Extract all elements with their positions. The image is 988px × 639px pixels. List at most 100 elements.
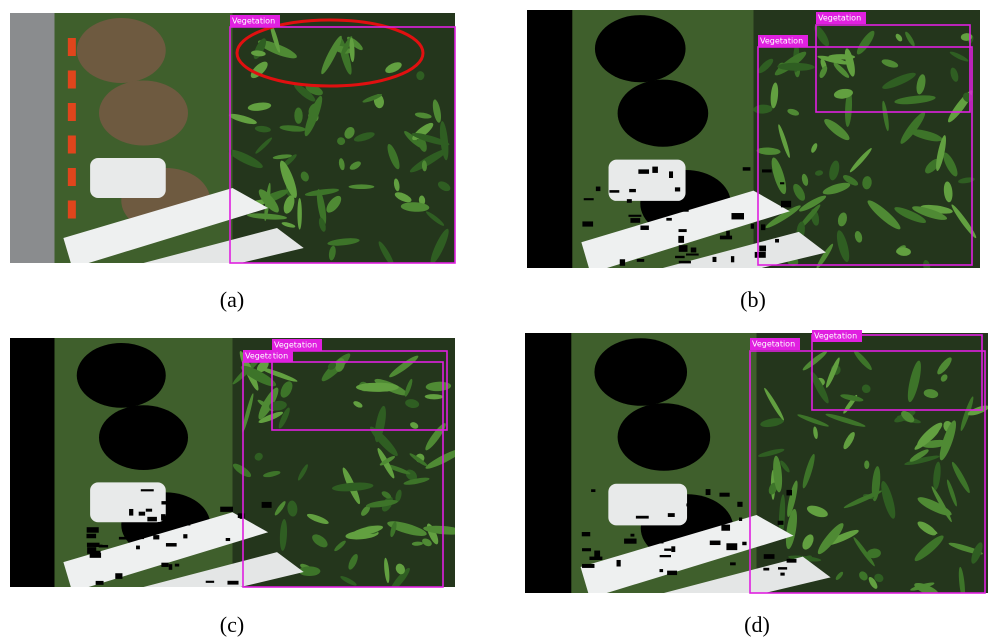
- mask-speck: [731, 213, 744, 219]
- mask-speck: [739, 518, 742, 521]
- mask-speck: [723, 526, 727, 530]
- barrier: [68, 71, 76, 89]
- mask-speck: [780, 182, 784, 184]
- mask-speck: [778, 521, 784, 525]
- mask-speck: [763, 568, 769, 571]
- mask-speck: [582, 221, 593, 226]
- mask-speck: [686, 254, 699, 256]
- mask-speck: [692, 524, 703, 531]
- patch: [77, 18, 166, 83]
- panel-caption: (a): [220, 287, 244, 312]
- mask-speck: [681, 205, 689, 212]
- mask-speck: [640, 226, 648, 230]
- barrier: [68, 136, 76, 154]
- mask-speck: [591, 489, 595, 492]
- mask-speck: [743, 167, 751, 170]
- box-label: Vegetation: [760, 37, 803, 46]
- mask-speck: [220, 507, 233, 512]
- mask-speck: [617, 560, 621, 567]
- mask-speck: [764, 554, 775, 559]
- mask-speck: [726, 543, 737, 550]
- panel-caption: (b): [740, 287, 766, 312]
- mask-speck: [666, 218, 671, 221]
- tank: [609, 160, 686, 201]
- leaf: [864, 460, 869, 469]
- barrier: [68, 201, 76, 219]
- mask-speck: [175, 564, 179, 567]
- mask-speck: [759, 246, 766, 252]
- mask-speck: [669, 171, 673, 178]
- mask-speck: [781, 201, 791, 208]
- box-label: Vegetation: [232, 17, 275, 26]
- patch: [618, 80, 709, 147]
- mask-speck: [686, 503, 697, 506]
- mask-speck: [666, 527, 671, 529]
- page: {"panels": [ {"caption": "(a)", "boxes":…: [0, 0, 988, 639]
- mask-speck: [582, 532, 590, 536]
- mask-speck: [147, 517, 157, 522]
- box-label: Vegetation: [752, 340, 795, 349]
- mask-speck: [262, 502, 272, 508]
- mask-speck: [629, 189, 636, 192]
- mask-speck: [96, 581, 104, 585]
- mask-speck: [624, 539, 636, 544]
- mask-speck: [713, 257, 717, 262]
- patch: [99, 405, 188, 470]
- mask-speck: [136, 546, 140, 550]
- mask-speck: [620, 259, 625, 266]
- mask-speck: [755, 252, 766, 258]
- patch: [77, 343, 166, 408]
- mask-speck: [584, 198, 594, 200]
- mask-speck: [775, 239, 779, 243]
- mask-speck: [141, 489, 154, 491]
- mask-speck: [134, 529, 141, 533]
- photo: [10, 13, 455, 276]
- mask-speck: [761, 224, 765, 230]
- mask-speck: [668, 513, 675, 517]
- leaf: [297, 198, 301, 230]
- mask-speck: [582, 548, 591, 551]
- mask-speck: [158, 522, 165, 525]
- box-label: Vegetation: [245, 352, 288, 361]
- mask-speck: [730, 562, 736, 565]
- tank: [608, 484, 687, 526]
- patch: [618, 403, 711, 471]
- mask-speck: [710, 541, 721, 545]
- road: [10, 338, 55, 587]
- mask-speck: [679, 261, 691, 264]
- mask-speck: [227, 581, 238, 585]
- mask-speck: [678, 236, 684, 243]
- mask-speck: [90, 553, 101, 558]
- mask-speck: [87, 527, 99, 533]
- mask-speck: [153, 535, 159, 539]
- mask-speck: [787, 559, 797, 563]
- mask-speck: [169, 564, 173, 570]
- figure: Vegetation (a) Vegetation Vegetation (b) Vege…: [0, 0, 988, 639]
- mask-speck: [671, 546, 675, 552]
- mask-speck: [99, 545, 108, 548]
- patch: [595, 15, 686, 82]
- mask-speck: [627, 199, 632, 203]
- mask-speck: [115, 573, 122, 579]
- mask-speck: [664, 549, 671, 551]
- mask-speck: [628, 215, 641, 217]
- mask-speck: [86, 534, 96, 539]
- box-label: Vegetation: [814, 332, 857, 341]
- mask-speck: [691, 248, 697, 253]
- panel-caption: (c): [220, 612, 244, 637]
- box-label: Vegetation: [818, 14, 861, 23]
- mask-speck: [637, 259, 644, 262]
- mask-speck: [161, 501, 170, 504]
- mask-speck: [609, 190, 619, 193]
- mask-speck: [596, 187, 601, 192]
- mask-speck: [168, 523, 176, 526]
- barrier: [68, 38, 76, 56]
- box-label: Vegetation: [274, 341, 317, 350]
- mask-speck: [689, 509, 702, 515]
- mask-speck: [146, 509, 152, 512]
- panel-caption: (d): [744, 612, 770, 637]
- mask-speck: [742, 542, 746, 545]
- mask-speck: [659, 569, 663, 572]
- road: [525, 333, 571, 593]
- mask-speck: [679, 245, 688, 252]
